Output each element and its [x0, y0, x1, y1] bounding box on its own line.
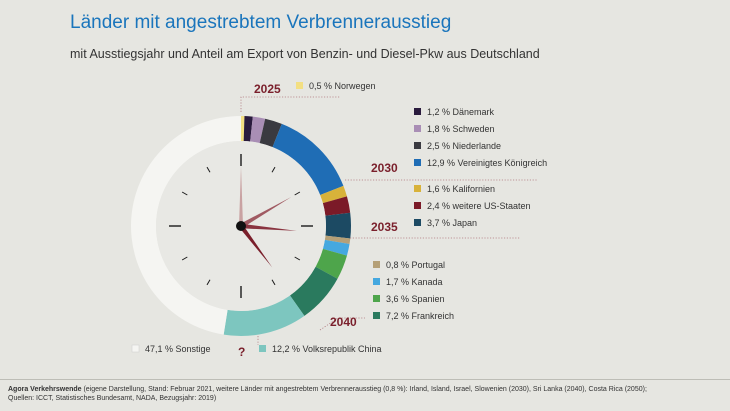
legend-label-6: 2,4 % weitere US-Staaten [427, 201, 531, 211]
clock-tick-2 [294, 191, 301, 196]
legend-item-1: 1,2 % Dänemark [414, 107, 495, 117]
slice-12 [223, 295, 305, 336]
year-label-3: 2040 [330, 315, 357, 329]
donut-slices [130, 116, 351, 336]
slice-2 [250, 116, 266, 144]
legend-item-11: 7,2 % Frankreich [373, 311, 454, 321]
clock-tick-10 [181, 191, 188, 196]
slice-4 [272, 123, 344, 195]
legend-swatch-0 [296, 82, 303, 89]
clock-tick-7 [206, 279, 211, 286]
legend-item-0: 0,5 % Norwegen [296, 81, 376, 91]
clock-center [236, 221, 246, 231]
chart-subtitle: mit Ausstiegsjahr und Anteil am Export v… [70, 47, 540, 61]
legend-swatch-8 [373, 261, 380, 268]
legend-swatch-3 [414, 142, 421, 149]
slice-8 [324, 235, 351, 245]
legend-swatch-11 [373, 312, 380, 319]
legend-label-3: 2,5 % Niederlande [427, 141, 501, 151]
legend-swatch-12 [259, 345, 266, 352]
clock-tick-11 [206, 166, 211, 173]
legend: 0,5 % Norwegen 1,2 % Dänemark 1,8 % Schwed… [131, 81, 547, 354]
legend-item-7: 3,7 % Japan [414, 218, 477, 228]
chart-title: Länder mit angestrebtem Verbrenneraussti… [70, 12, 452, 33]
year-label-0: 2025 [254, 82, 281, 96]
legend-item-12: 12,2 % Volksrepublik China [259, 344, 382, 354]
legend-label-10: 3,6 % Spanien [386, 294, 445, 304]
year-label-4: ? [238, 345, 245, 359]
legend-label-11: 7,2 % Frankreich [386, 311, 454, 321]
legend-item-2: 1,8 % Schweden [414, 124, 495, 134]
legend-item-10: 3,6 % Spanien [373, 294, 445, 304]
legend-swatch-10 [373, 295, 380, 302]
legend-swatch-6 [414, 202, 421, 209]
legend-swatch-9 [373, 278, 380, 285]
legend-label-7: 3,7 % Japan [427, 218, 477, 228]
clock-hand-5 [239, 224, 273, 268]
legend-item-9: 1,7 % Kanada [373, 277, 443, 287]
legend-label-4: 12,9 % Vereinigtes Königreich [427, 158, 547, 168]
slice-5 [320, 185, 347, 204]
slice-11 [289, 266, 338, 316]
footer-line-1: (eigene Darstellung, Stand: Februar 2021… [81, 386, 647, 393]
clock-tick-4 [294, 256, 301, 261]
legend-item-3: 2,5 % Niederlande [414, 141, 501, 151]
legend-label-12: 12,2 % Volksrepublik China [272, 344, 382, 354]
year-label-1: 2030 [371, 161, 398, 175]
year-labels: 2025 2030 2035 2040? [238, 82, 398, 359]
footer-source-name: Agora Verkehrswende [8, 386, 82, 393]
legend-item-5: 1,6 % Kalifornien [414, 184, 495, 194]
slice-10 [315, 248, 347, 279]
legend-swatch-7 [414, 219, 421, 226]
legend-item-8: 0,8 % Portugal [373, 260, 445, 270]
slice-6 [322, 196, 351, 216]
legend-label-13: 47,1 % Sonstige [145, 344, 211, 354]
year-label-2: 2035 [371, 220, 398, 234]
legend-label-0: 0,5 % Norwegen [309, 81, 376, 91]
legend-item-4: 12,9 % Vereinigtes Königreich [414, 158, 547, 168]
clock-hand-2 [239, 197, 292, 228]
clock-tick-5 [271, 279, 276, 286]
legend-label-9: 1,7 % Kanada [386, 277, 443, 287]
legend-swatch-5 [414, 185, 421, 192]
guide-line-3 [319, 317, 365, 331]
slice-9 [322, 239, 350, 256]
legend-swatch-13 [131, 344, 140, 353]
donut-clock-chart: 0,5 % Norwegen 1,2 % Dänemark 1,8 % Schwed… [130, 81, 547, 359]
clock-hand-12 [239, 166, 243, 226]
slice-7 [325, 212, 351, 239]
clock-hand-3 [240, 223, 297, 231]
legend-swatch-1 [414, 108, 421, 115]
legend-swatch-4 [414, 159, 421, 166]
legend-swatch-2 [414, 125, 421, 132]
clock-tick-1 [271, 166, 276, 173]
clock-tick-8 [181, 256, 188, 261]
legend-label-5: 1,6 % Kalifornien [427, 184, 495, 194]
guide-lines [240, 96, 538, 345]
legend-label-8: 0,8 % Portugal [386, 260, 445, 270]
slice-1 [243, 116, 253, 142]
legend-label-1: 1,2 % Dänemark [427, 107, 495, 117]
slice-3 [259, 118, 282, 148]
guide-line-0 [240, 96, 340, 112]
legend-item-6: 2,4 % weitere US-Staaten [414, 201, 531, 211]
footer-note: Agora Verkehrswende (eigene Darstellung,… [8, 385, 723, 403]
legend-label-2: 1,8 % Schweden [427, 124, 495, 134]
slice-13 [130, 116, 241, 335]
clock-face [156, 141, 326, 311]
legend-item-13: 47,1 % Sonstige [131, 344, 211, 354]
footer-divider [0, 379, 730, 380]
slice-0 [241, 116, 245, 142]
footer-line-2: Quellen: ICCT, Statistisches Bundesamt, … [8, 395, 217, 402]
